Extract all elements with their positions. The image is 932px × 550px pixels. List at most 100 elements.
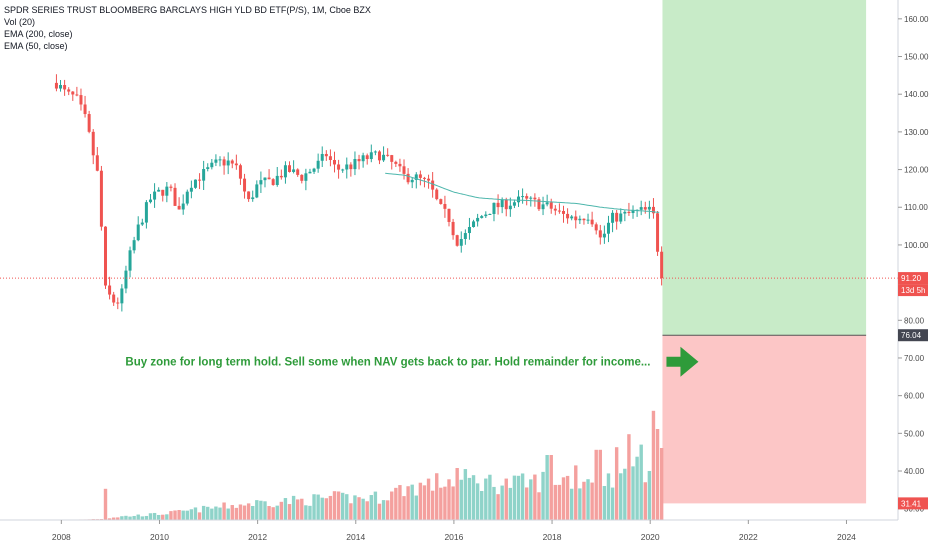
volume-bar bbox=[377, 503, 382, 520]
candle bbox=[324, 150, 328, 161]
price-tick-label: 140.00 bbox=[904, 90, 929, 99]
candle bbox=[427, 174, 431, 189]
volume-bar bbox=[524, 487, 529, 520]
candle bbox=[292, 160, 296, 174]
arrow-right-icon bbox=[666, 346, 699, 377]
candle bbox=[54, 74, 58, 92]
candle bbox=[259, 171, 263, 193]
volume-bar bbox=[557, 484, 562, 520]
candle bbox=[570, 214, 574, 221]
volume-bar bbox=[398, 485, 402, 520]
candle bbox=[71, 91, 75, 101]
volume-bar bbox=[201, 505, 206, 520]
volume-bar bbox=[234, 507, 239, 520]
countdown-badge bbox=[898, 284, 928, 297]
volume-bar bbox=[226, 508, 230, 520]
volume-bar bbox=[165, 514, 169, 520]
volume-bar bbox=[639, 444, 643, 520]
stop-price-badge bbox=[898, 497, 928, 510]
volume-bar bbox=[627, 434, 631, 520]
indicator-ema-50[interactable]: EMA (50, close) bbox=[4, 41, 68, 51]
candle bbox=[79, 88, 83, 111]
indicator-ema-200[interactable]: EMA (200, close) bbox=[4, 29, 73, 39]
candle bbox=[275, 167, 279, 187]
candle bbox=[144, 200, 148, 229]
candle bbox=[521, 188, 525, 204]
volume-bar bbox=[484, 478, 488, 520]
volume-bar bbox=[197, 512, 202, 520]
volume-bar bbox=[136, 514, 140, 520]
candle bbox=[398, 158, 402, 172]
candle bbox=[165, 182, 169, 203]
volume-bar bbox=[537, 492, 541, 520]
volume-bar bbox=[246, 503, 251, 520]
candle bbox=[357, 154, 361, 170]
volume-bar bbox=[467, 477, 472, 520]
candle bbox=[132, 236, 136, 254]
price-tick-label: 80.00 bbox=[904, 316, 925, 325]
volume-bar bbox=[582, 481, 586, 520]
candle bbox=[288, 161, 292, 173]
candle bbox=[128, 246, 132, 278]
candle bbox=[476, 213, 480, 227]
volume-bar bbox=[128, 516, 132, 520]
candle bbox=[472, 219, 476, 228]
candle bbox=[386, 148, 390, 157]
volume-bar bbox=[614, 447, 619, 520]
volume-bar bbox=[443, 486, 447, 520]
candle bbox=[431, 172, 435, 198]
candle bbox=[459, 231, 463, 253]
candle bbox=[83, 95, 87, 118]
candle bbox=[202, 160, 206, 190]
time-axis[interactable]: 2008 2010 2012 2014 2016 2018 2020 2022 2024 bbox=[0, 519, 898, 550]
volume-bar bbox=[353, 495, 357, 520]
time-tick-label: 2024 bbox=[837, 532, 856, 542]
candle bbox=[112, 291, 116, 306]
volume-bar bbox=[173, 510, 177, 520]
symbol-title[interactable]: SPDR SERIES TRUST BLOOMBERG BARCLAYS HIG… bbox=[4, 5, 371, 15]
candle bbox=[349, 162, 353, 177]
volume-bar bbox=[300, 498, 304, 520]
volume-bar bbox=[529, 479, 533, 520]
volume-bar bbox=[210, 508, 214, 520]
price-tick-label: 160.00 bbox=[904, 15, 929, 24]
volume-bar bbox=[116, 517, 120, 520]
volume-bar bbox=[373, 491, 378, 520]
candle bbox=[533, 193, 537, 207]
candle bbox=[283, 161, 287, 184]
volume-bar bbox=[140, 516, 145, 520]
indicator-vol[interactable]: Vol (20) bbox=[4, 17, 36, 27]
volume-bar bbox=[533, 474, 537, 520]
candle bbox=[455, 234, 459, 247]
volume-bar bbox=[345, 494, 349, 520]
candle bbox=[594, 222, 598, 235]
candle bbox=[373, 150, 377, 156]
volume-bar bbox=[602, 485, 607, 520]
price-axis[interactable]: 160.00 150.00 140.00 130.00 120.00 110.00 100.… bbox=[897, 0, 932, 550]
price-tick-label: 50.00 bbox=[904, 429, 925, 438]
candle bbox=[59, 79, 63, 92]
volume-bar bbox=[316, 494, 320, 520]
candle bbox=[345, 157, 349, 179]
candle bbox=[553, 205, 557, 216]
profit-zone[interactable] bbox=[662, 0, 867, 336]
volume-bar bbox=[328, 495, 333, 520]
price-tick-label: 100.00 bbox=[904, 241, 929, 250]
candle bbox=[210, 158, 214, 170]
candle bbox=[598, 224, 602, 245]
candle bbox=[651, 198, 655, 219]
volume-bar bbox=[549, 455, 553, 520]
candle bbox=[549, 198, 553, 214]
candle bbox=[230, 159, 234, 169]
volume-bar bbox=[283, 498, 288, 520]
volume-bar bbox=[271, 507, 275, 520]
time-tick-label: 2010 bbox=[150, 532, 169, 542]
candle bbox=[647, 200, 651, 219]
candle bbox=[218, 156, 222, 167]
volume-bar bbox=[508, 487, 513, 520]
time-tick-label: 2022 bbox=[739, 532, 758, 542]
ema-line bbox=[385, 172, 660, 213]
price-tick-label: 70.00 bbox=[904, 354, 925, 363]
candle bbox=[402, 159, 406, 180]
